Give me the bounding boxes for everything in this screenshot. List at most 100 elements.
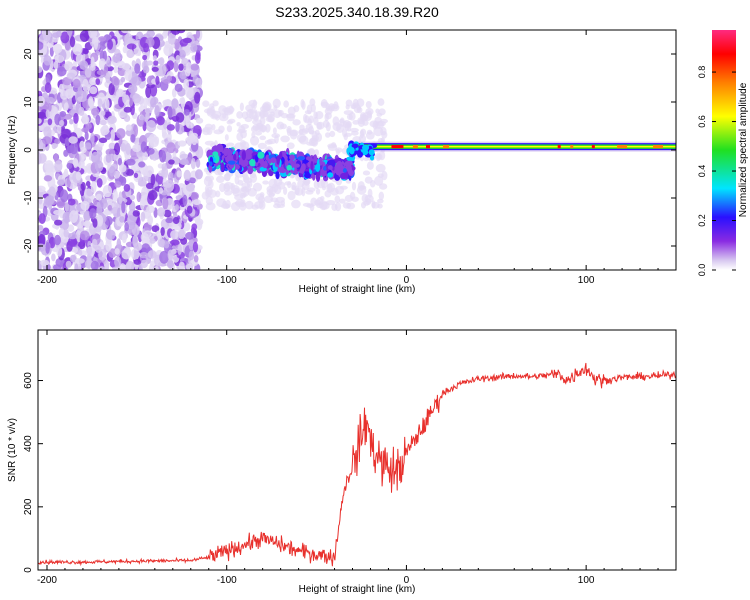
- spectrogram-cell: [351, 143, 359, 149]
- spectrogram-cell: [38, 66, 43, 73]
- chart-title: S233.2025.340.18.39.R20: [275, 4, 439, 20]
- spectrogram-cell: [86, 253, 92, 265]
- spectrogram-cell: [143, 42, 149, 53]
- spectrogram-cell: [65, 260, 72, 269]
- spectrogram-cell: [362, 114, 369, 120]
- y-tick-label: 600: [23, 372, 34, 389]
- spectrogram-cell: [148, 263, 155, 270]
- snr-axes: -200 -100 0 100 0 200 400 600: [23, 330, 676, 586]
- spectrogram-cell: [120, 76, 126, 83]
- spectrogram-cell: [111, 95, 117, 102]
- spectrogram-cell: [62, 211, 72, 223]
- spectrogram-cell: [77, 249, 83, 256]
- spectrogram-cell: [119, 111, 128, 117]
- spectrogram-cell: [186, 136, 192, 146]
- spectrogram-cell: [125, 260, 135, 270]
- spectrogram-cell: [259, 116, 266, 126]
- spectrogram-cell: [107, 39, 114, 50]
- spectrogram-cell: [117, 157, 123, 166]
- x-tick-label: -100: [217, 275, 237, 286]
- spectrogram-cell: [253, 116, 259, 122]
- spectrogram-cell: [92, 197, 98, 206]
- spectrogram-cell: [162, 99, 172, 106]
- spectrogram-cell: [51, 253, 56, 262]
- spectrogram-cell: [95, 193, 103, 201]
- spectrogram-cell: [44, 160, 54, 173]
- spectrogram-cell: [257, 151, 265, 159]
- spectrogram-cell: [353, 104, 361, 114]
- x-tick-label: 100: [578, 275, 595, 286]
- spectrogram-cell: [56, 123, 62, 134]
- spectrogram-cell: [121, 30, 131, 34]
- spectrogram-cell: [120, 142, 127, 152]
- snr-ylabel: SNR (10 * v/v): [7, 418, 18, 482]
- spectrogram-cell: [178, 63, 184, 71]
- spectrogram-cell: [57, 179, 65, 186]
- spectrogram-cell: [344, 132, 352, 137]
- spectrogram-cell: [365, 100, 372, 109]
- spectrogram-cell: [192, 241, 199, 253]
- spectrogram-cell: [118, 164, 127, 173]
- spectrogram-cell: [324, 190, 332, 198]
- spectrogram-cell: [157, 238, 166, 248]
- spectrogram-cell: [116, 238, 122, 252]
- spectrogram-cell: [170, 30, 181, 35]
- spectrogram-cell: [310, 160, 314, 171]
- x-tick-label: -200: [37, 575, 57, 586]
- spectrogram-cell: [308, 126, 314, 135]
- spectrogram-cell: [121, 233, 127, 244]
- spectrogram-cell: [204, 185, 210, 194]
- spectrogram-cell: [126, 214, 137, 226]
- spectrogram-cell: [67, 232, 77, 240]
- spectrogram-cell: [131, 76, 142, 86]
- spectrogram-cell: [58, 228, 65, 238]
- spectrogram-cell: [166, 124, 175, 131]
- spectrogram-cell: [192, 199, 201, 206]
- spectrogram-cell: [277, 166, 285, 173]
- spectrogram-cell: [80, 200, 90, 211]
- spectrogram-cell: [287, 190, 296, 201]
- spectrogram-cell: [273, 177, 283, 187]
- spectrogram-cell: [154, 266, 159, 270]
- spectrogram-cell: [327, 143, 337, 149]
- spectrogram-cell: [242, 186, 250, 193]
- spectrogram-cell: [324, 132, 331, 138]
- spectrogram-cell: [73, 112, 79, 124]
- carrier-hotspot: [570, 145, 574, 149]
- spectrogram-cell: [307, 148, 316, 156]
- spectrogram-cell: [90, 151, 101, 164]
- spectrogram-cell: [375, 163, 386, 173]
- spectrogram-cell: [257, 142, 267, 150]
- spectrogram-cell: [302, 113, 308, 123]
- spectrogram-cell: [215, 190, 221, 198]
- spectrogram-cell: [82, 48, 89, 54]
- spectrogram-cell: [194, 91, 201, 104]
- spectrogram-cell: [63, 102, 69, 111]
- spectrogram-cell: [105, 153, 112, 163]
- spectrogram-cell: [65, 88, 75, 99]
- spectrogram-ylabel: Frequency (Hz): [7, 116, 18, 185]
- spectrogram-cell: [140, 211, 146, 222]
- spectrogram-cell: [78, 106, 85, 116]
- spectrogram-cell: [59, 120, 65, 126]
- spectrogram-cell: [323, 166, 327, 171]
- spectrogram-cell: [179, 153, 190, 160]
- spectrogram-cell: [211, 123, 216, 131]
- spectrogram-cell: [377, 198, 384, 204]
- spectrogram-cell: [122, 62, 131, 71]
- spectrogram-cell: [174, 204, 179, 211]
- spectrogram-cell: [96, 214, 104, 227]
- spectrogram-cell: [88, 30, 98, 39]
- spectrogram-cell: [190, 191, 199, 201]
- spectrogram-cell: [151, 66, 159, 72]
- carrier-hotspot: [425, 145, 430, 149]
- spectrogram-cell: [125, 168, 135, 176]
- spectrogram-cell: [297, 180, 305, 188]
- spectrogram-cell: [340, 172, 347, 180]
- spectrogram-cell: [84, 67, 92, 78]
- spectrogram-cell: [38, 117, 42, 125]
- x-tick-label: 0: [404, 275, 410, 286]
- spectrogram-cell: [275, 196, 286, 204]
- spectrogram-cell: [130, 85, 135, 99]
